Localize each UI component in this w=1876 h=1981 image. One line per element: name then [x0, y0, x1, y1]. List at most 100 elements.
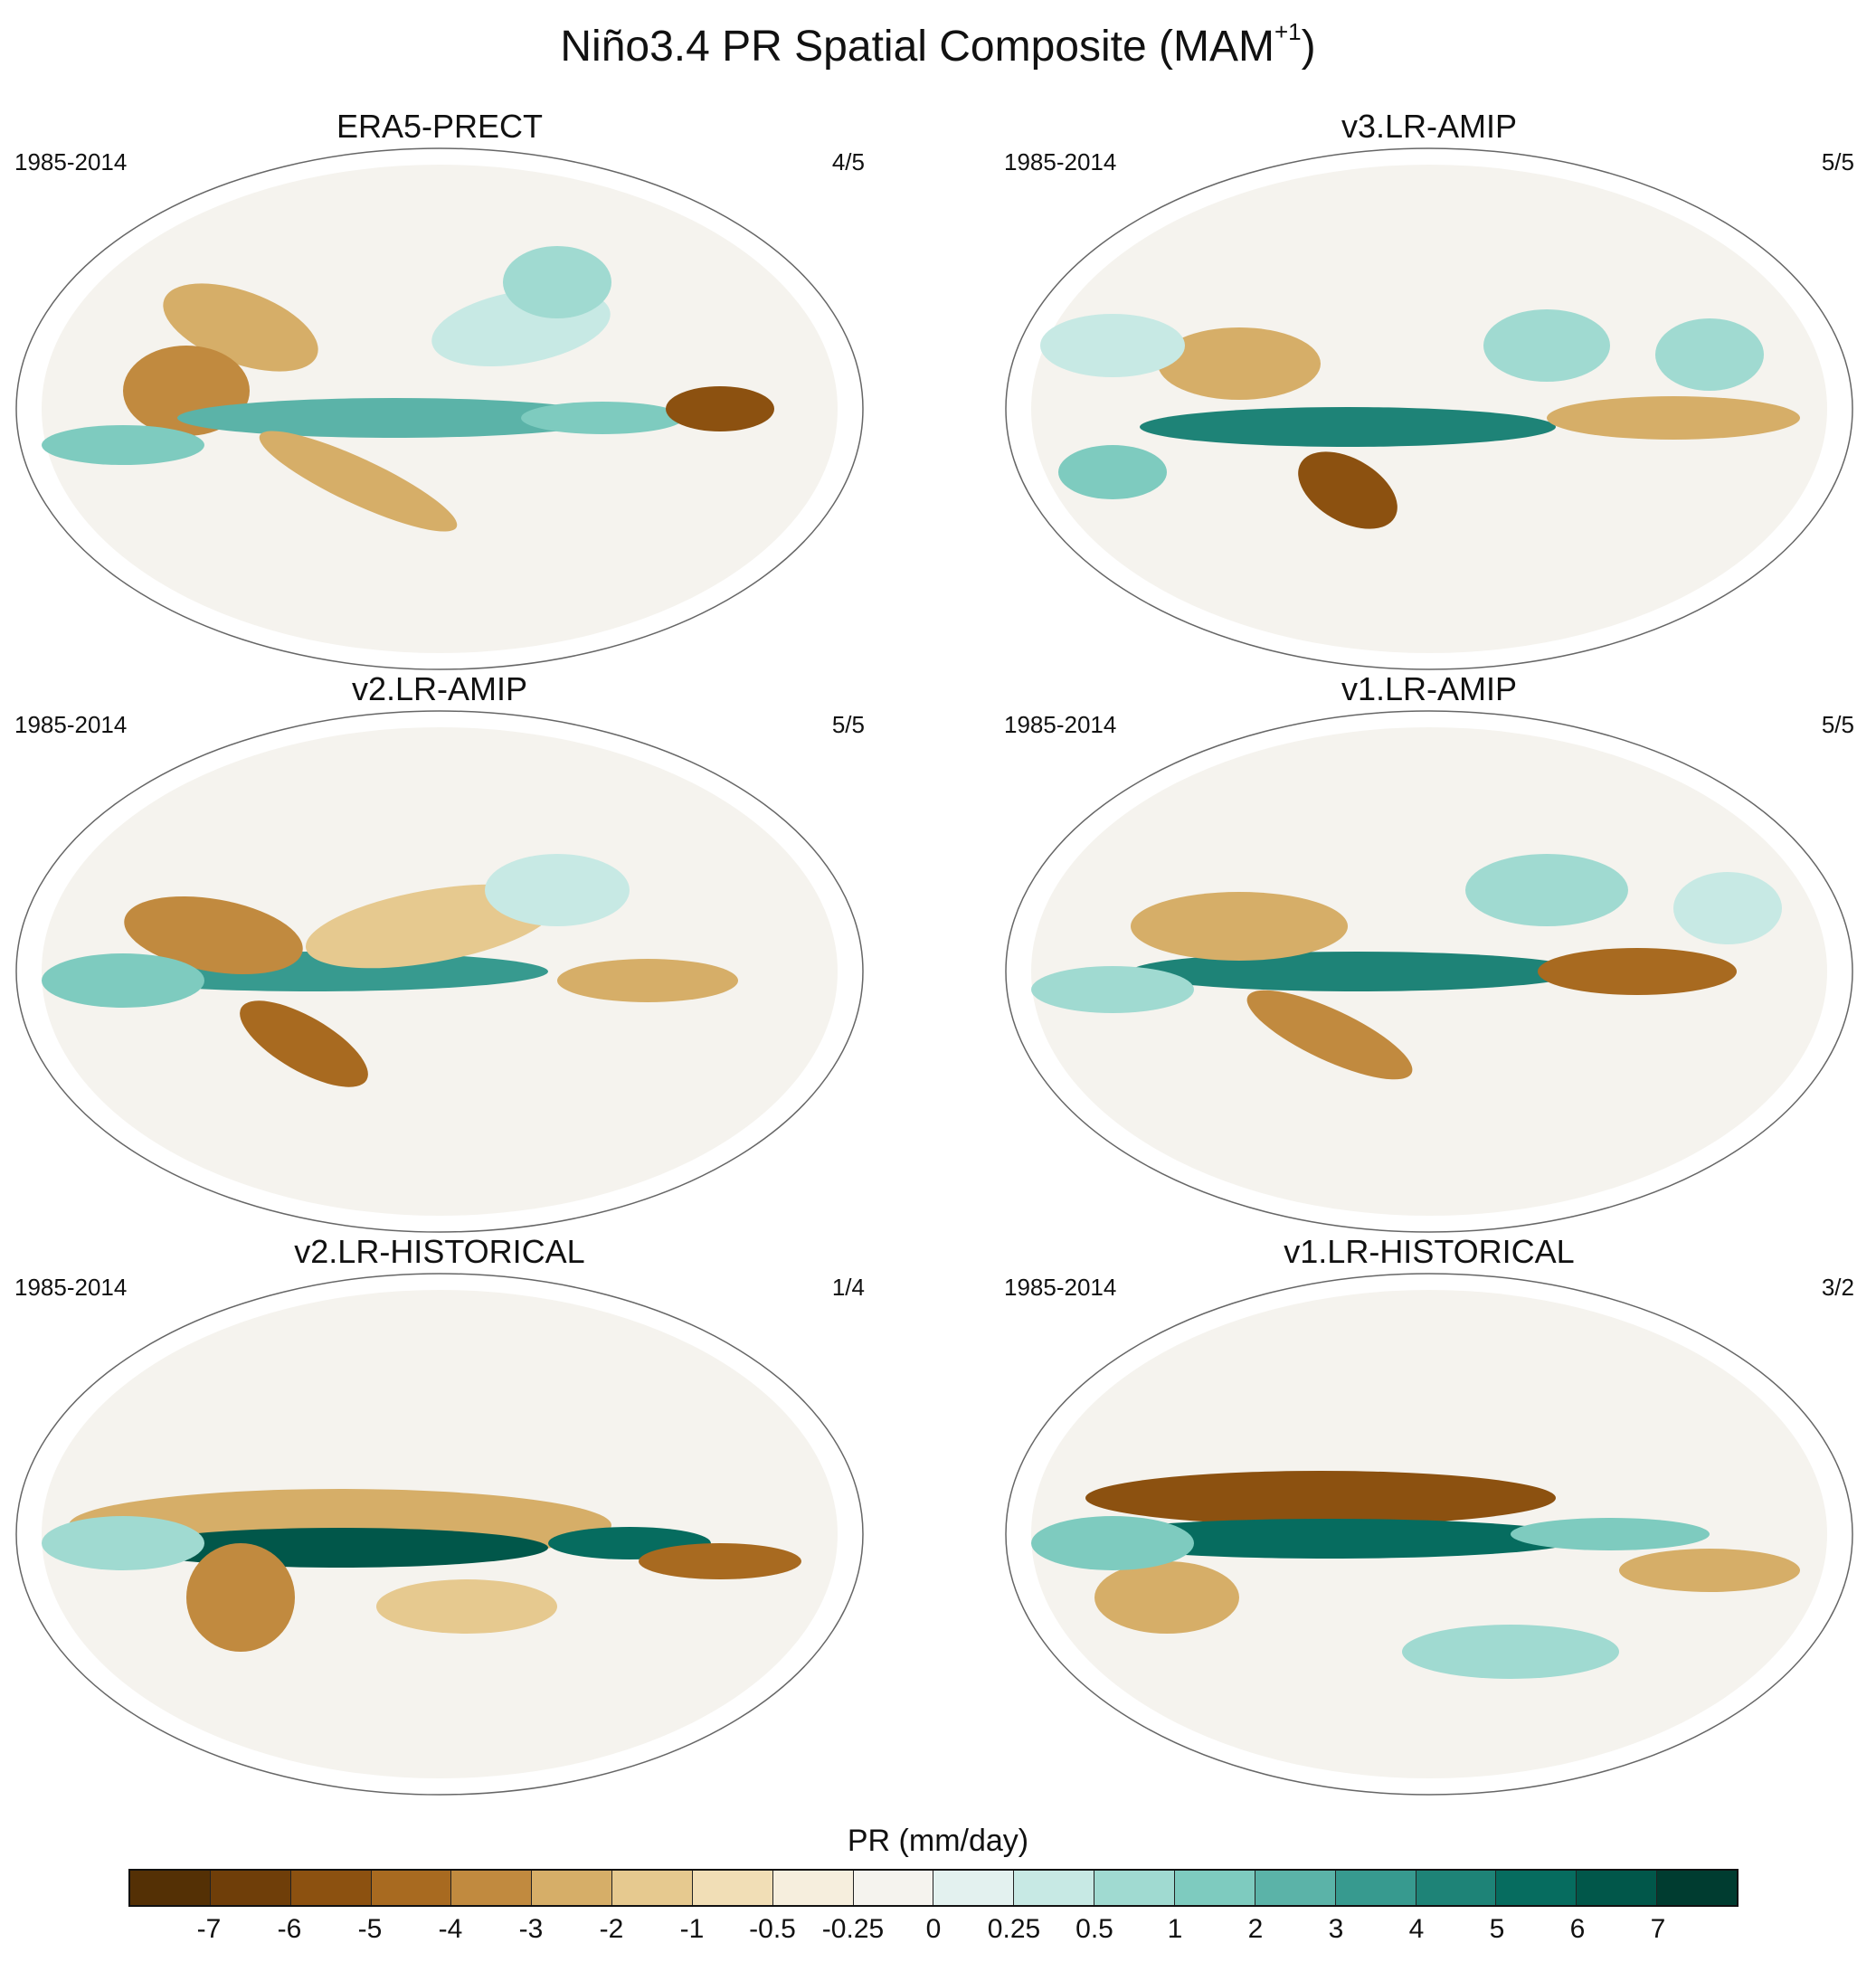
colorbar-swatch: [1174, 1871, 1255, 1905]
anomaly-region: [1483, 309, 1610, 382]
anomaly-region: [557, 959, 738, 1002]
map-plot: [15, 1273, 864, 1796]
panel-count: 3/2: [1821, 1274, 1854, 1301]
map-outline: [15, 1273, 864, 1796]
panel-count: 1/4: [831, 1274, 865, 1301]
colorbar-tick-label: 5: [1489, 1914, 1505, 1944]
map-plot: [1005, 710, 1853, 1233]
colorbar-tick-label: 1: [1167, 1914, 1183, 1944]
anomaly-region: [1031, 966, 1194, 1013]
colorbar-tick-label: -4: [438, 1914, 463, 1944]
anomaly-region: [1402, 1625, 1619, 1679]
anomaly-region: [1094, 1561, 1239, 1634]
map-plot: [1005, 147, 1853, 670]
colorbar-swatch: [290, 1871, 372, 1905]
panel-title: v1.LR-HISTORICAL: [1284, 1233, 1575, 1270]
anomaly-region: [1673, 872, 1782, 944]
anomaly-region: [1031, 1516, 1194, 1570]
colorbar-swatch: [1014, 1871, 1095, 1905]
colorbar-swatch: [1255, 1871, 1336, 1905]
panel-years: 1985-2014: [14, 711, 128, 738]
colorbar-tick-label: -7: [196, 1914, 222, 1944]
panel-title: v2.LR-HISTORICAL: [294, 1233, 585, 1270]
anomaly-region: [666, 386, 774, 431]
panel-count: 5/5: [831, 711, 865, 738]
colorbar-tick-label: 2: [1247, 1914, 1264, 1944]
panel-title: v1.LR-AMIP: [1341, 670, 1518, 707]
anomaly-region: [1058, 445, 1167, 499]
anomaly-region: [1619, 1549, 1800, 1592]
anomaly-region: [1511, 1518, 1710, 1550]
anomaly-region: [503, 246, 611, 318]
panel-years: 1985-2014: [1004, 1274, 1117, 1301]
colorbar-tick-label: -0.25: [821, 1914, 885, 1944]
anomaly-region: [1158, 327, 1321, 400]
colorbar-swatch: [1496, 1871, 1578, 1905]
map-panel-v1-amip: v1.LR-AMIP 1985-2014 5/5: [1004, 670, 1854, 1233]
map-plot: [1005, 1273, 1853, 1796]
panel-title: ERA5-PRECT: [336, 108, 544, 145]
anomaly-region: [1131, 952, 1583, 991]
colorbar-swatch: [692, 1871, 773, 1905]
map-outline: [15, 710, 864, 1233]
anomaly-region: [1140, 407, 1556, 447]
anomaly-region: [1547, 396, 1800, 440]
anomaly-region: [1040, 314, 1185, 377]
colorbar-swatch: [371, 1871, 452, 1905]
colorbar-tick-label: -2: [599, 1914, 624, 1944]
colorbar: [128, 1869, 1739, 1907]
colorbar-tick-label: -1: [679, 1914, 705, 1944]
colorbar-swatch: [1416, 1871, 1497, 1905]
map-outline: [1005, 147, 1853, 670]
anomaly-region: [1076, 1519, 1583, 1559]
colorbar-tick-label: 6: [1569, 1914, 1586, 1944]
anomaly-region: [42, 1516, 204, 1570]
panel-count: 4/5: [831, 148, 865, 175]
anomaly-region: [42, 425, 204, 465]
map-outline: [15, 147, 864, 670]
anomaly-region: [1298, 451, 1398, 529]
colorbar-swatch: [451, 1871, 533, 1905]
map-panel-v3-amip: v3.LR-AMIP 1985-2014 5/5: [1004, 108, 1854, 670]
colorbar-tick-label: -0.5: [749, 1914, 796, 1944]
anomaly-region: [240, 1000, 368, 1087]
map-panel-era5: ERA5-PRECT 1985-2014 4/5: [14, 108, 865, 670]
anomaly-region: [1538, 948, 1737, 995]
figure-title: Niño3.4 PR Spatial Composite (MAM+1): [0, 20, 1876, 69]
anomaly-region: [1655, 318, 1764, 391]
colorbar-tick-label: -6: [277, 1914, 302, 1944]
colorbar-tick-label: -3: [518, 1914, 544, 1944]
panel-title: v3.LR-AMIP: [1341, 108, 1518, 145]
anomaly-region: [521, 402, 684, 434]
panel-years: 1985-2014: [14, 1274, 128, 1301]
map-panel-v2-historical: v2.LR-HISTORICAL 1985-2014 1/4: [14, 1233, 865, 1796]
colorbar-tick-label: 3: [1328, 1914, 1344, 1944]
colorbar-ticks: -7 -6 -5 -4 -3 -2 -1 -0.5 -0.25 0 0.25 0.5 1 2 3 4 5 6 7: [128, 1914, 1739, 1950]
anomaly-region: [42, 953, 204, 1008]
anomaly-region: [186, 1543, 295, 1652]
map-plot: [15, 710, 864, 1233]
anomaly-region: [376, 1579, 557, 1634]
panel-count: 5/5: [1821, 148, 1854, 175]
anomaly-region: [485, 854, 630, 926]
anomaly-region: [124, 896, 303, 975]
panel-title: v2.LR-AMIP: [351, 670, 528, 707]
colorbar-tick-label: 4: [1408, 1914, 1425, 1944]
colorbar-swatch: [210, 1871, 291, 1905]
anomaly-region: [1465, 854, 1628, 926]
colorbar-tick-label: -5: [357, 1914, 383, 1944]
panel-count: 5/5: [1821, 711, 1854, 738]
colorbar-tick-label: 0.5: [1075, 1914, 1113, 1944]
anomaly-region: [1085, 1471, 1556, 1525]
colorbar-swatch: [772, 1871, 854, 1905]
colorbar-swatch: [1577, 1871, 1658, 1905]
anomaly-region: [1246, 990, 1413, 1080]
anomaly-region: [639, 1543, 801, 1579]
panel-years: 1985-2014: [1004, 148, 1117, 175]
anomaly-region: [1131, 892, 1348, 961]
map-plot: [15, 147, 864, 670]
map-outline: [1005, 1273, 1853, 1796]
colorbar-swatch: [612, 1871, 693, 1905]
anomaly-region: [177, 398, 611, 438]
colorbar-tick-label: 0.25: [987, 1914, 1041, 1944]
